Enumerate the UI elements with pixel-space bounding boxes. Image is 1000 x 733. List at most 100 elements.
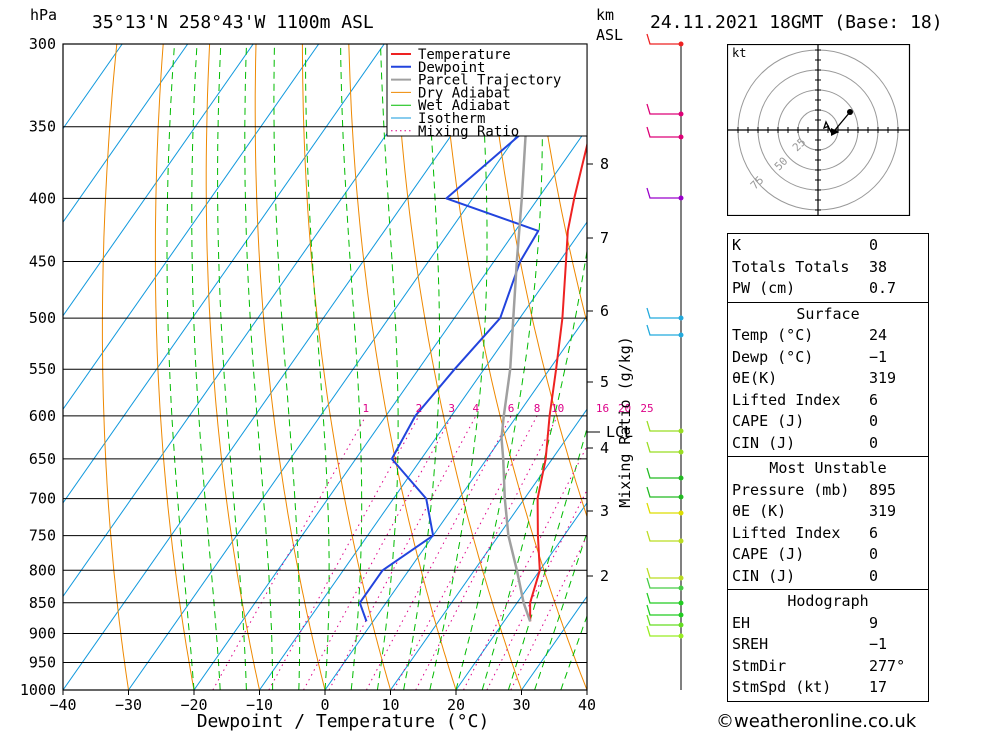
table-row: EH 9	[732, 613, 879, 632]
table-row: SREH −1	[732, 635, 888, 653]
y-tick-label: 550	[29, 360, 56, 378]
isotherm-line	[324, 314, 587, 690]
hodograph-unit-label: kt	[732, 46, 746, 60]
section-title: Surface	[796, 304, 860, 323]
x-tick-label: −20	[180, 696, 207, 714]
table-row: PW (cm) 0.7	[732, 279, 897, 297]
wind-barb	[646, 33, 681, 45]
km-tick-label: 8	[600, 155, 609, 173]
legend-entry: Isotherm	[418, 111, 485, 127]
dry-adiabat-line	[101, 44, 129, 690]
pressure-unit-label: hPa	[30, 6, 58, 24]
isotherm-line	[63, 44, 123, 130]
wet-adiabat-line	[340, 44, 363, 690]
wind-barb	[646, 614, 681, 626]
table-row: θE(K) 319	[732, 369, 897, 387]
isotherm-line	[128, 44, 582, 690]
x-tick-label: −40	[49, 696, 76, 714]
wind-barb	[646, 604, 681, 616]
wind-barb	[646, 486, 681, 498]
wind-barb	[646, 307, 681, 319]
wind-barb	[646, 441, 681, 453]
mixing-ratio-label: 4	[473, 402, 480, 415]
wet-adiabat-line	[455, 44, 543, 690]
wind-barb	[646, 467, 681, 479]
hodograph-trace	[822, 111, 851, 133]
lcl-label: LCL	[606, 423, 633, 441]
copyright-link[interactable]: ©weatheronline.co.uk	[716, 711, 917, 732]
dry-adiabat-line	[154, 44, 195, 690]
wet-adiabat-line	[217, 44, 247, 690]
wind-barb	[646, 567, 681, 579]
legend-entry: Dry Adiabat	[418, 85, 511, 101]
mixing-ratio-label: 8	[534, 402, 541, 415]
mixing-ratio-label: 20	[618, 402, 631, 415]
mixing-ratio-line	[393, 415, 538, 690]
wind-barb	[646, 530, 681, 542]
surface-section: Surface Temp (°C) 24 Dewp (°C) −1 θE(K) 319…	[728, 301, 928, 457]
dry-adiabat-line	[254, 44, 326, 690]
legend-entry: Parcel Trajectory	[418, 73, 561, 89]
x-tick-label: 10	[381, 696, 399, 714]
x-tick-label: 20	[447, 696, 465, 714]
mixing-ratio-line	[415, 415, 559, 690]
wind-barb	[646, 502, 681, 514]
x-tick-label: 30	[512, 696, 530, 714]
y-tick-label: 700	[29, 490, 56, 508]
wet-adiabat-line	[403, 44, 440, 690]
height-unit-label: km	[596, 6, 615, 24]
most-unstable-section: Most Unstable Pressure (mb) 895 θE (K) 319…	[728, 456, 928, 589]
km-tick-label: 3	[600, 502, 609, 520]
wind-barb	[646, 187, 681, 199]
wet-adiabat-line	[376, 44, 399, 690]
table-row: θE (K) 319	[732, 502, 897, 520]
km-tick-label: 5	[600, 373, 609, 391]
table-row: Lifted Index 6	[732, 523, 879, 542]
table-row: Pressure (mb) 895	[732, 480, 897, 499]
isotherm-line	[390, 408, 587, 690]
table-row: Totals Totals 38	[732, 257, 888, 276]
y-tick-label: 750	[29, 527, 56, 545]
y-tick-label: 400	[29, 189, 56, 207]
mixing-ratio-axis-label: Mixing Ratio (g/kg)	[616, 336, 634, 508]
wind-barb	[646, 592, 681, 604]
isotherm-line	[63, 44, 320, 411]
dry-adiabat-line	[301, 44, 391, 690]
y-tick-label: 500	[29, 309, 56, 327]
mixing-ratio-label: 10	[551, 402, 564, 415]
km-tick-label: 7	[600, 229, 609, 247]
wet-adiabat-line	[429, 44, 488, 690]
isotherm-line	[193, 127, 587, 690]
y-tick-label: 350	[29, 118, 56, 136]
dry-adiabat-line	[952, 44, 1000, 690]
mixing-ratio-label: 2	[416, 402, 423, 415]
y-tick-label: 300	[29, 35, 56, 53]
isotherm-line	[63, 44, 451, 598]
wind-barb	[646, 103, 681, 115]
legend-entry: Wet Adiabat	[418, 98, 511, 114]
y-tick-label: 1000	[20, 681, 56, 699]
km-tick-label: 6	[600, 302, 609, 320]
mixing-ratio-label: 3	[448, 402, 455, 415]
storm-motion-marker	[831, 128, 839, 136]
isotherm-line	[63, 44, 385, 504]
km-tick-label: 2	[600, 567, 609, 585]
legend-entry: Temperature	[418, 47, 511, 63]
y-tick-label: 950	[29, 653, 56, 671]
isotherm-line	[63, 44, 254, 317]
y-tick-label: 650	[29, 450, 56, 468]
mixing-ratio-line	[268, 415, 420, 690]
table-row: Temp (°C) 24	[732, 326, 888, 344]
wind-barb	[646, 577, 681, 589]
wet-adiabat-line	[273, 44, 301, 690]
section-title: Hodograph	[787, 592, 869, 610]
x-tick-label: −10	[246, 696, 273, 714]
dewpoint-line	[358, 44, 540, 622]
table-row: StmSpd (kt) 17	[732, 678, 888, 696]
parcel-trajectory-line	[500, 44, 532, 622]
section-title: Most Unstable	[769, 459, 887, 477]
wet-adiabat-line	[481, 247, 587, 690]
